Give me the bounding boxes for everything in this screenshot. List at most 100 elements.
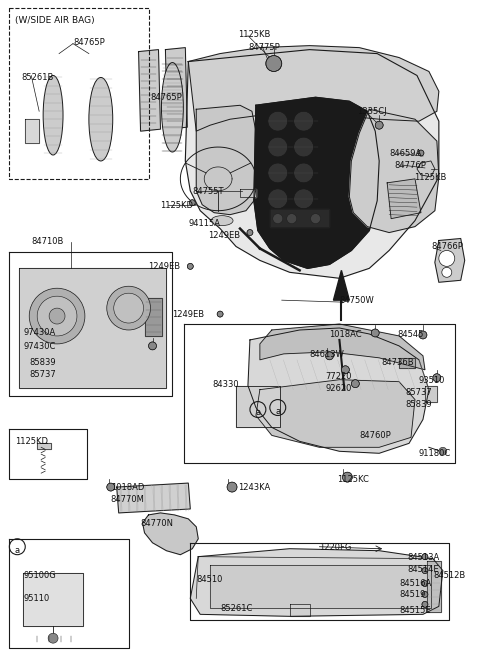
Circle shape: [294, 137, 313, 157]
Circle shape: [114, 293, 144, 323]
Polygon shape: [19, 268, 167, 388]
Circle shape: [266, 56, 282, 72]
Polygon shape: [240, 189, 256, 197]
Text: 84510: 84510: [196, 575, 223, 584]
Text: a: a: [275, 407, 280, 416]
Text: 1220FG: 1220FG: [320, 543, 352, 552]
Circle shape: [342, 472, 352, 482]
Text: 84330: 84330: [212, 380, 239, 389]
Ellipse shape: [211, 216, 233, 226]
Polygon shape: [190, 548, 443, 617]
Circle shape: [294, 163, 313, 183]
Polygon shape: [210, 565, 431, 608]
Polygon shape: [290, 604, 310, 617]
Text: 84736B: 84736B: [381, 358, 414, 367]
Polygon shape: [139, 50, 160, 131]
Circle shape: [422, 567, 428, 573]
Text: 94115A: 94115A: [188, 218, 220, 228]
Text: 84776P: 84776P: [394, 161, 426, 170]
Text: 1125KC: 1125KC: [337, 475, 369, 484]
Polygon shape: [349, 110, 439, 233]
Circle shape: [419, 331, 427, 339]
Text: 84766P: 84766P: [431, 243, 463, 251]
Polygon shape: [23, 573, 83, 626]
Text: 1249EB: 1249EB: [172, 310, 204, 319]
Text: a: a: [15, 546, 20, 555]
Text: 85839: 85839: [29, 358, 56, 367]
Text: 91180C: 91180C: [419, 449, 451, 459]
Text: 1125KD: 1125KD: [15, 438, 48, 446]
Text: 1249EB: 1249EB: [208, 230, 240, 239]
Text: 97430C: 97430C: [23, 342, 56, 351]
Circle shape: [287, 214, 297, 224]
Text: 84613W: 84613W: [310, 350, 345, 359]
Text: 1249EB: 1249EB: [148, 262, 180, 272]
Polygon shape: [334, 270, 349, 300]
Circle shape: [107, 286, 151, 330]
Polygon shape: [143, 513, 198, 555]
Circle shape: [422, 581, 428, 586]
Text: a: a: [255, 408, 261, 417]
Polygon shape: [37, 443, 51, 449]
Text: 1018AD: 1018AD: [111, 483, 144, 492]
Circle shape: [268, 112, 288, 131]
Polygon shape: [387, 179, 421, 218]
Polygon shape: [435, 239, 465, 282]
Circle shape: [227, 482, 237, 492]
Text: 85261B: 85261B: [21, 73, 54, 83]
Text: 84765P: 84765P: [73, 37, 105, 47]
Text: 84519: 84519: [399, 590, 425, 600]
Text: 85839: 85839: [405, 400, 432, 409]
Circle shape: [371, 329, 379, 337]
Polygon shape: [427, 561, 441, 612]
Text: 85737: 85737: [29, 370, 56, 379]
Circle shape: [351, 380, 360, 388]
Text: 93510: 93510: [419, 376, 445, 384]
Circle shape: [442, 268, 452, 277]
Text: 84755T: 84755T: [192, 187, 224, 196]
Text: 84513A: 84513A: [407, 553, 439, 562]
Circle shape: [37, 297, 77, 336]
Circle shape: [268, 137, 288, 157]
Circle shape: [49, 308, 65, 324]
Text: 84750W: 84750W: [339, 297, 374, 305]
Text: 1125KB: 1125KB: [414, 173, 446, 182]
Circle shape: [325, 352, 334, 359]
Text: 84765P: 84765P: [151, 93, 182, 102]
Text: 84770M: 84770M: [111, 495, 144, 504]
Polygon shape: [196, 106, 258, 215]
Circle shape: [268, 189, 288, 209]
Polygon shape: [270, 209, 329, 226]
Text: 84512B: 84512B: [433, 571, 465, 580]
Circle shape: [375, 121, 383, 129]
Text: 84514E: 84514E: [407, 565, 439, 573]
Polygon shape: [399, 358, 415, 368]
Polygon shape: [166, 48, 187, 129]
Polygon shape: [188, 46, 439, 131]
Text: 85737: 85737: [405, 388, 432, 397]
Circle shape: [418, 150, 424, 156]
Text: 77220: 77220: [325, 372, 352, 380]
Ellipse shape: [89, 77, 113, 161]
Text: 84770N: 84770N: [141, 519, 174, 528]
Text: 84516A: 84516A: [399, 579, 432, 588]
Polygon shape: [236, 386, 280, 428]
Polygon shape: [256, 380, 415, 447]
Text: 1125KB: 1125KB: [238, 30, 270, 39]
Polygon shape: [117, 483, 190, 513]
Polygon shape: [425, 386, 437, 401]
Polygon shape: [260, 324, 425, 370]
Circle shape: [29, 288, 85, 344]
Circle shape: [187, 263, 193, 270]
Text: 1018AC: 1018AC: [329, 330, 362, 339]
Polygon shape: [417, 161, 435, 177]
Text: 84545: 84545: [397, 330, 423, 339]
Text: 84710B: 84710B: [31, 237, 63, 245]
Circle shape: [189, 199, 195, 206]
Circle shape: [268, 163, 288, 183]
Polygon shape: [248, 328, 429, 453]
Text: 85261C: 85261C: [220, 604, 252, 613]
Text: 1335CJ: 1335CJ: [357, 108, 387, 116]
Polygon shape: [185, 50, 439, 278]
Circle shape: [422, 592, 428, 598]
